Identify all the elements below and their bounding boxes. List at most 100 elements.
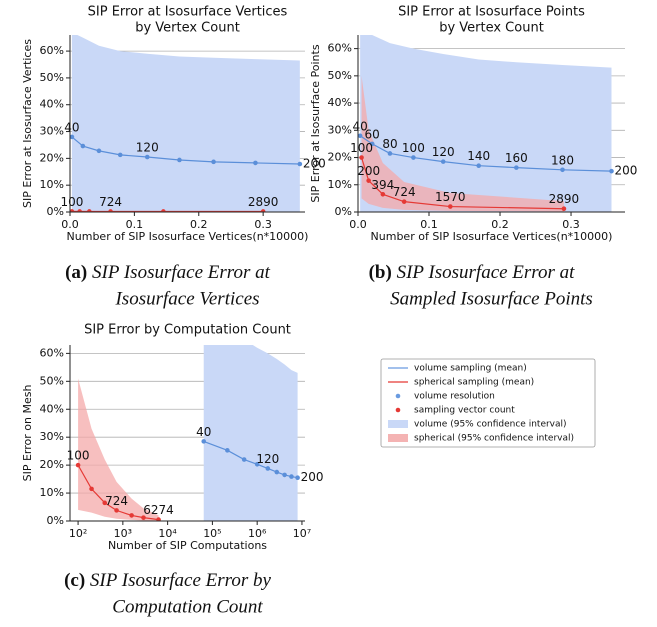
y-tick-label: 50% [40, 374, 64, 387]
legend-dot [395, 407, 401, 413]
confidence-band [361, 75, 564, 212]
point-label: 180 [551, 153, 574, 167]
point-label: 724 [99, 195, 122, 209]
y-tick-label: 40% [328, 96, 352, 109]
confidence-band [360, 35, 612, 212]
y-tick-label: 10% [40, 178, 64, 191]
point [358, 133, 363, 139]
point [75, 462, 81, 468]
point-label: 100 [60, 195, 83, 209]
point [260, 209, 266, 212]
x-tick-label: 10⁴ [158, 527, 177, 540]
point-label: 6274 [143, 503, 174, 517]
x-tick-label: 10² [69, 527, 87, 540]
chart-title: SIP Error at Isosurface Points [398, 5, 585, 20]
point [161, 209, 166, 212]
legend-label: volume resolution [414, 392, 495, 402]
point [609, 168, 614, 174]
point [254, 461, 260, 467]
point [282, 472, 287, 478]
point-label: 120 [256, 452, 279, 466]
point [401, 199, 407, 204]
point-label: 724 [105, 494, 128, 508]
y-axis-label: SIP Error at Isosurface Vertices [21, 39, 34, 208]
point [241, 457, 247, 462]
confidence-band [203, 345, 298, 521]
point [297, 161, 303, 167]
x-axis-label: Number of SIP Isosurface Vertices(n*1000… [371, 230, 613, 243]
x-tick-label: 0.3 [254, 218, 272, 231]
x-axis-label: Number of SIP Isosurface Vertices(n*1000… [67, 230, 309, 243]
y-tick-label: 0% [335, 205, 352, 218]
caption: Sampled Isosurface Points [390, 288, 593, 309]
point [144, 154, 150, 160]
x-tick-label: 0.1 [126, 218, 144, 231]
point-label: 200 [301, 470, 324, 484]
point [87, 209, 92, 212]
point [108, 209, 113, 212]
legend-box [380, 358, 596, 448]
legend-label: volume sampling (mean) [414, 364, 527, 374]
point-label: 1570 [435, 190, 466, 204]
point [295, 475, 300, 480]
caption-label: (c) [64, 570, 85, 591]
y-tick-label: 0% [47, 205, 64, 218]
point [211, 159, 216, 165]
y-axis-label: SIP Error at Isosurface Points [309, 44, 322, 202]
point [369, 141, 375, 147]
mean-line [360, 157, 564, 210]
point [274, 469, 280, 475]
x-axis-label: Number of SIP Computations [108, 539, 267, 552]
x-tick-label: 10⁵ [203, 527, 221, 540]
y-tick-label: 40% [40, 98, 64, 111]
chart-title: by Vertex Count [439, 21, 544, 36]
caption-label: (b) [369, 262, 392, 283]
confidence-band [78, 378, 159, 521]
x-tick-label: 0.0 [61, 218, 79, 231]
point [561, 206, 567, 212]
point [514, 165, 519, 170]
point [177, 157, 182, 163]
point-label: 120 [136, 141, 159, 155]
point-label: 200 [357, 164, 380, 178]
confidence-band [71, 35, 300, 212]
x-tick-label: 0.0 [349, 218, 367, 231]
plot [358, 35, 614, 212]
x-tick-label: 0.2 [190, 218, 208, 231]
y-tick-label: 40% [40, 402, 64, 415]
point [156, 517, 161, 521]
point-label: 200 [615, 164, 638, 178]
y-tick-label: 30% [40, 430, 64, 443]
point [225, 448, 230, 453]
point-label: 80 [382, 137, 397, 151]
caption: (b) SIP Isosurface Error at [369, 262, 576, 283]
point [117, 152, 123, 158]
point [411, 155, 416, 160]
x-tick-label: 10³ [114, 527, 132, 540]
point [77, 209, 82, 212]
y-tick-label: 0% [47, 514, 64, 527]
point [476, 163, 482, 169]
legend-patch [388, 420, 408, 428]
legend-patch [388, 434, 408, 442]
y-tick-label: 20% [328, 151, 352, 164]
point [102, 500, 108, 506]
chart-title: SIP Error at Isosurface Vertices [88, 5, 288, 20]
point-label: 40 [196, 425, 211, 439]
x-tick-label: 0.3 [562, 218, 580, 231]
point [129, 513, 134, 518]
point [440, 159, 446, 164]
y-tick-label: 30% [328, 123, 352, 136]
plot [75, 345, 300, 521]
x-tick-label: 0.1 [420, 218, 438, 231]
point [359, 155, 364, 160]
legend-label: sampling vector count [414, 406, 515, 416]
point [253, 160, 258, 166]
legend-label: spherical (95% confidence interval) [414, 434, 574, 444]
caption-text: SIP Isosurface Error at [397, 262, 576, 283]
y-tick-label: 60% [40, 44, 64, 57]
point-label: 100 [350, 141, 373, 155]
y-tick-label: 10% [40, 486, 64, 499]
point [96, 148, 102, 154]
point-label: 60 [365, 127, 380, 141]
